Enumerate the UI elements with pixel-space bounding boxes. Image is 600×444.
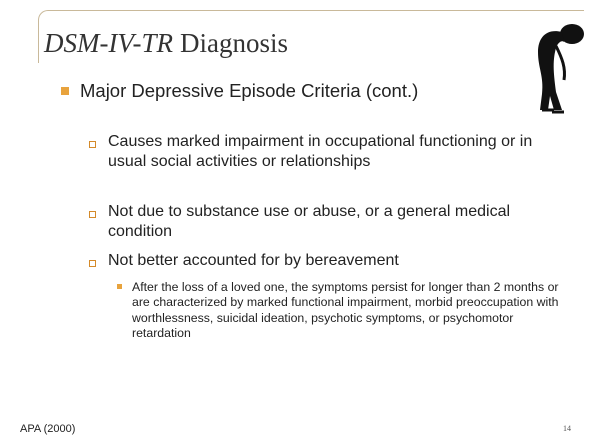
bullet-marker xyxy=(89,260,96,267)
bullet-marker xyxy=(61,87,69,95)
slide: DSM-IV-TRDiagnosis Major Depressive Epis… xyxy=(0,0,600,444)
title-italic: DSM-IV-TR xyxy=(44,28,173,58)
title-regular: Diagnosis xyxy=(180,28,288,58)
bullet-marker xyxy=(89,211,96,218)
page-number: 14 xyxy=(563,424,571,433)
bullet-level-2: Causes marked impairment in occupational… xyxy=(108,132,548,172)
footer-source: APA (2000) xyxy=(20,423,75,435)
sad-figure-icon xyxy=(528,18,590,118)
bullet-level-1: Major Depressive Episode Criteria (cont.… xyxy=(80,80,418,102)
bullet-level-2: Not better accounted for by bereavement xyxy=(108,251,548,271)
bullet-marker xyxy=(89,141,96,148)
bullet-level-2: Not due to substance use or abuse, or a … xyxy=(108,202,548,242)
bullet-level-3: After the loss of a loved one, the sympt… xyxy=(132,280,562,342)
bullet-marker xyxy=(117,284,122,289)
